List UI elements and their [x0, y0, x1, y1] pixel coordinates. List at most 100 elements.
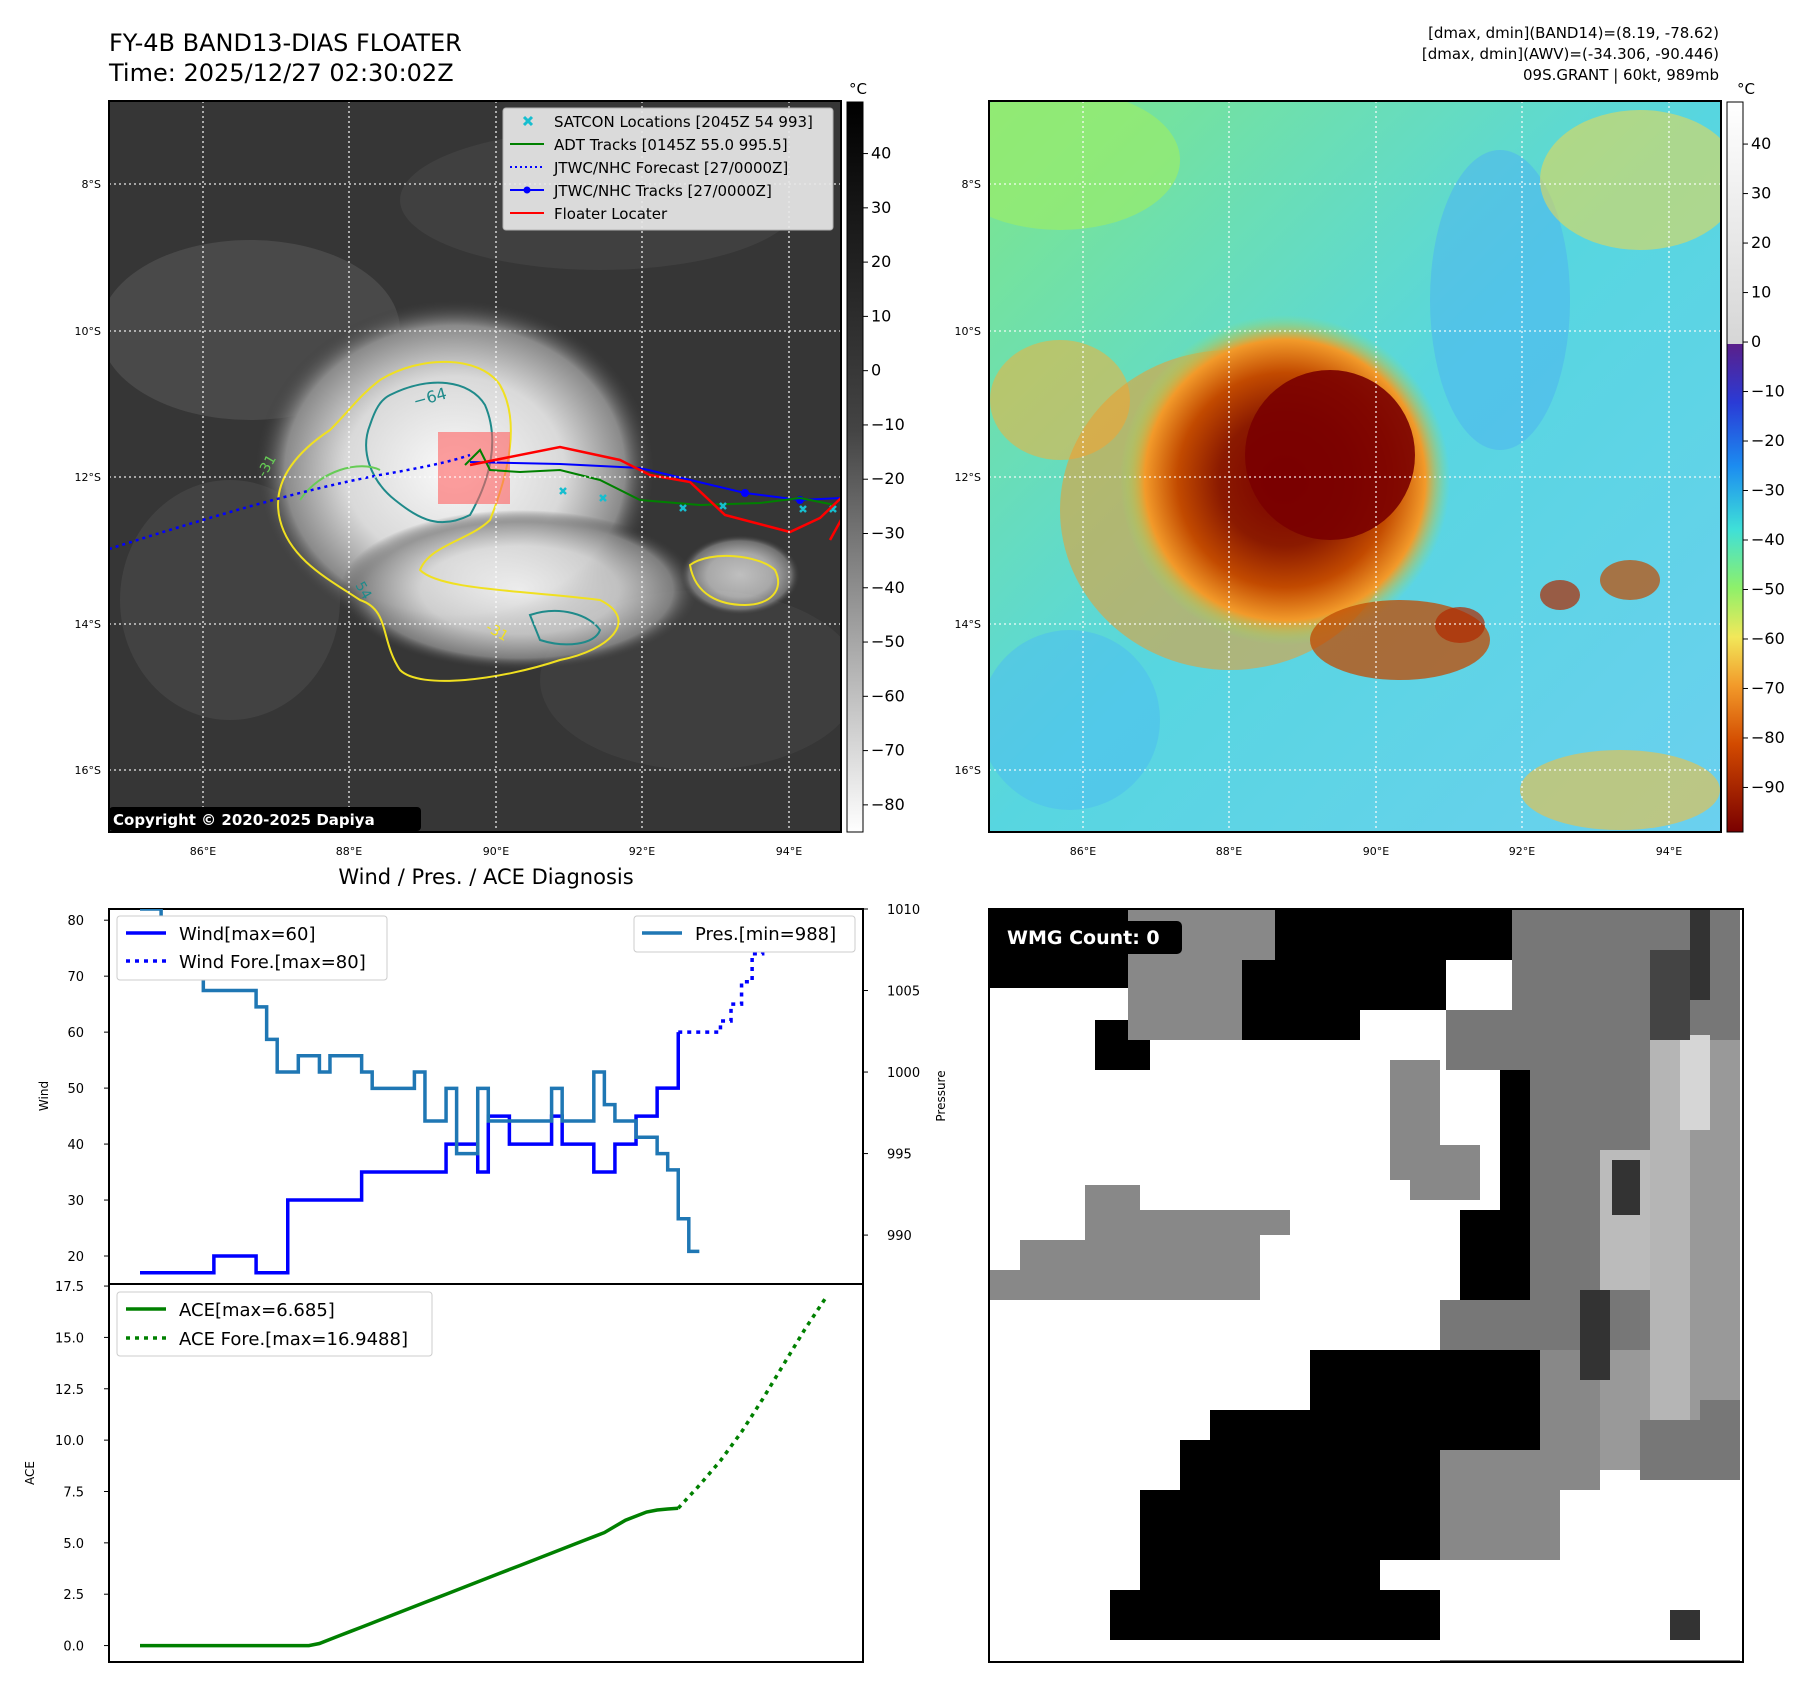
legend-label: ADT Tracks [0145Z 55.0 995.5]	[554, 136, 788, 154]
wv-lon-label: 94°E	[1656, 845, 1682, 858]
ace-ytick-label: 2.5	[63, 1588, 84, 1603]
diagnosis-title: Wind / Pres. / ACE Diagnosis	[338, 865, 633, 889]
legend-label: ACE[max=6.685]	[179, 1300, 335, 1321]
series-line-0	[140, 1032, 680, 1275]
pressure-ytick-label: 990	[887, 1229, 912, 1244]
legend-label: ACE Fore.[max=16.9488]	[179, 1329, 408, 1350]
wind-ytick-label: 80	[67, 914, 84, 929]
ir-lat-label: 10°S	[75, 325, 101, 338]
wv-colorbar-tick-label: −70	[1751, 678, 1785, 697]
pressure-ytick-label: 1010	[887, 903, 920, 918]
wv-lat-label: 14°S	[955, 618, 981, 631]
ir-colorbar-tick-label: −80	[871, 795, 905, 814]
wind-ytick-label: 70	[67, 970, 84, 985]
wv-colorbar-tick-label: −50	[1751, 579, 1785, 598]
wv-lat-label: 16°S	[955, 764, 981, 777]
wv-colorbar-tick-label: 0	[1751, 332, 1761, 351]
pressure-ytick-label: 995	[887, 1148, 912, 1163]
ir-colorbar-tick-label: −60	[871, 686, 905, 705]
legend-label: JTWC/NHC Tracks [27/0000Z]	[553, 182, 772, 200]
ace-ytick-label: 5.0	[63, 1537, 84, 1552]
ace-axis-label: ACE	[23, 1461, 37, 1485]
wv-colorbar-tick-label: 10	[1751, 283, 1771, 302]
ace-ytick-label: 10.0	[55, 1434, 84, 1449]
wind-ytick-label: 20	[67, 1250, 84, 1265]
figure-time: Time: 2025/12/27 02:30:02Z	[108, 59, 454, 87]
legend-label: Wind Fore.[max=80]	[179, 952, 366, 973]
jtwc-forecast-track	[109, 453, 471, 551]
floater-box	[438, 432, 510, 504]
ir-colorbar-tick-label: −30	[871, 523, 905, 542]
series-line-2	[140, 909, 700, 1254]
wv-colorbar: °C 40 30 20 10 0 −10 −20 −30 −40 −50 −60 −70 −80 −90	[1726, 80, 1785, 833]
ir-map: −64 -31 54 -31	[75, 100, 842, 858]
ace-ytick-label: 7.5	[63, 1485, 84, 1500]
wind-ytick-label: 60	[67, 1026, 84, 1041]
ir-lat-label: 16°S	[75, 764, 101, 777]
wind-ytick-label: 40	[67, 1138, 84, 1153]
figure-title: FY-4B BAND13-DIAS FLOATER	[109, 29, 462, 57]
wmg-pixels	[989, 909, 1740, 1662]
info-band14: [dmax, dmin](BAND14)=(8.19, -78.62)	[1428, 24, 1719, 42]
wv-colorbar-tick-label: −10	[1751, 382, 1785, 401]
wv-lat-label: 12°S	[955, 471, 981, 484]
wv-colorbar-tick-label: 40	[1751, 134, 1771, 153]
ir-colorbar-tick-label: −10	[871, 415, 905, 434]
ir-colorbar-tick-label: −20	[871, 469, 905, 488]
wv-lat-label: 8°S	[962, 178, 981, 191]
legend-satcon-icon	[522, 115, 534, 127]
pressure-ytick-label: 1000	[887, 1066, 920, 1081]
ir-colorbar-tick-label: −70	[871, 741, 905, 760]
wv-lon-label: 92°E	[1509, 845, 1535, 858]
wv-colorbar-tick-label: −90	[1751, 777, 1785, 796]
satcon-locations	[559, 487, 837, 513]
wv-lon-label: 90°E	[1363, 845, 1389, 858]
wv-lon-label: 86°E	[1070, 845, 1096, 858]
ir-lon-label: 90°E	[483, 845, 509, 858]
copyright: Copyright © 2020-2025 Dapiya	[113, 811, 375, 829]
ir-colorbar-tick-label: 0	[871, 361, 881, 380]
ir-colorbar-unit: °C	[849, 80, 867, 98]
wind-pressure-chart: 20 30 40 50 60 70 80 990 995 1000 1005 1010 Wind P…	[37, 903, 948, 1285]
pressure-ytick-label: 1005	[887, 985, 920, 1000]
wv-colorbar-tick-label: −60	[1751, 629, 1785, 648]
ace-ytick-label: 17.5	[55, 1280, 84, 1295]
ir-lat-label: 14°S	[75, 618, 101, 631]
wv-colorbar-tick-label: −40	[1751, 530, 1785, 549]
ir-colorbar-tick-label: 40	[871, 144, 891, 163]
wind-ytick-label: 50	[67, 1082, 84, 1097]
ir-colorbar-tick-label: 10	[871, 306, 891, 325]
wmg-count-label: WMG Count: 0	[1007, 927, 1160, 949]
ir-lat-label: 12°S	[75, 471, 101, 484]
wv-gridlines	[989, 101, 1721, 832]
wv-lat-label: 10°S	[955, 325, 981, 338]
ir-lon-label: 88°E	[336, 845, 362, 858]
floater-locater-track	[469, 445, 841, 541]
wv-colorbar-tick-label: −20	[1751, 431, 1785, 450]
legend-label: Wind[max=60]	[179, 924, 316, 945]
ace-legend: ACE[max=6.685] ACE Fore.[max=16.9488]	[116, 1291, 433, 1357]
ace-ytick-label: 12.5	[55, 1383, 84, 1398]
ace-series-line-0	[140, 1506, 679, 1648]
wind-axis-label: Wind	[37, 1081, 51, 1111]
ir-lat-label: 8°S	[82, 178, 101, 191]
jtwc-point	[741, 489, 749, 497]
legend-label: Pres.[min=988]	[695, 924, 836, 945]
ir-legend: SATCON Locations [2045Z 54 993] ADT Trac…	[502, 107, 834, 231]
ir-lon-label: 94°E	[776, 845, 802, 858]
legend-label: SATCON Locations [2045Z 54 993]	[554, 113, 813, 131]
wv-lon-label: 88°E	[1216, 845, 1242, 858]
ace-series-line-1	[676, 1296, 828, 1510]
ir-colorbar-tick-label: −40	[871, 578, 905, 597]
adt-track	[464, 448, 836, 507]
pressure-legend: Pres.[min=988]	[633, 915, 856, 953]
wv-colorbar-unit: °C	[1737, 80, 1755, 98]
legend-label: JTWC/NHC Forecast [27/0000Z]	[553, 159, 788, 177]
legend-label: Floater Locater	[554, 205, 668, 223]
info-awv: [dmax, dmin](AWV)=(-34.306, -90.446)	[1422, 45, 1719, 63]
info-storm: 09S.GRANT | 60kt, 989mb	[1523, 66, 1719, 84]
ir-contour-label-3: 54	[352, 579, 375, 603]
wv-colorbar-tick-label: −30	[1751, 481, 1785, 500]
pressure-axis-label: Pressure	[934, 1070, 948, 1121]
ir-colorbar-tick-label: 20	[871, 252, 891, 271]
